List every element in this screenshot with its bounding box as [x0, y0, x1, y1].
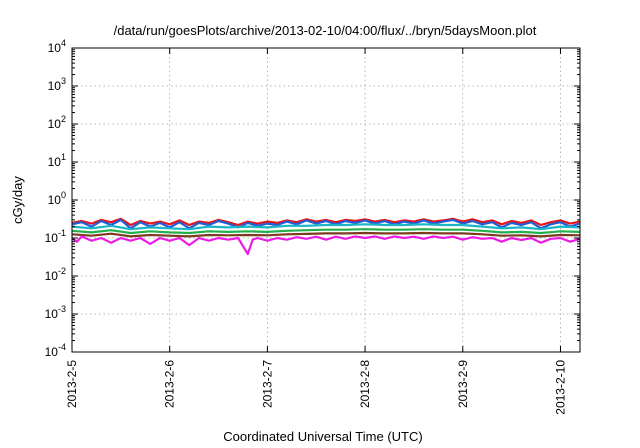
y-tick-label: 101: [48, 152, 66, 169]
series-line-5: [71, 231, 581, 238]
y-tick-label: 10-2: [45, 266, 66, 283]
series-line-4: [71, 228, 581, 235]
plot-frame: [71, 47, 581, 353]
series-line-2: [71, 218, 581, 230]
x-tick-label: 2013-2-10: [553, 360, 567, 415]
x-axis-ticks: 2013-2-5 2013-2-6 2013-2-7 2013-2-8 2013-2-9…: [65, 48, 567, 415]
y-tick-label: 10-1: [45, 228, 66, 245]
y-tick-label: 104: [48, 38, 66, 55]
y-axis-label: cGy/day: [10, 176, 25, 224]
x-tick-label: 2013-2-6: [163, 360, 177, 408]
y-tick-label: 102: [48, 114, 66, 131]
x-axis-label: Coordinated Universal Time (UTC): [223, 429, 422, 444]
y-tick-label: 100: [48, 190, 66, 207]
x-tick-label: 2013-2-7: [260, 360, 274, 408]
data-series: [71, 217, 581, 256]
series-line-3: [71, 223, 581, 231]
series-line-6: [71, 235, 581, 256]
x-tick-label: 2013-2-5: [65, 360, 79, 408]
y-axis-ticks: 10-4 10-3 10-2 10-1 100 101 102 103 104: [45, 38, 580, 359]
series-line-1: [71, 217, 581, 227]
chart-title: /data/run/goesPlots/archive/2013-02-10/0…: [114, 23, 537, 38]
y-tick-label: 103: [48, 76, 66, 93]
y-tick-label: 10-4: [45, 342, 66, 359]
grid: [72, 48, 580, 352]
x-tick-label: 2013-2-9: [456, 360, 470, 408]
y-tick-label: 10-3: [45, 304, 66, 321]
x-tick-label: 2013-2-8: [358, 360, 372, 408]
